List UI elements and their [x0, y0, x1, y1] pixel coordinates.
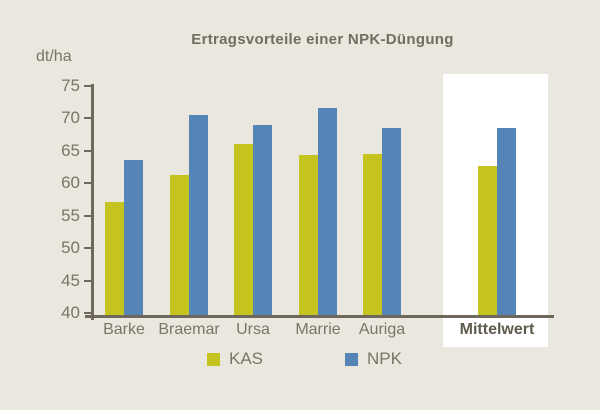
- chart-title: Ertragsvorteile einer NPK-Düngung: [191, 31, 454, 48]
- legend-item-npk: NPK: [345, 349, 402, 369]
- legend-item-kas: KAS: [207, 349, 263, 369]
- bar-npk-marrie: [318, 108, 337, 318]
- x-label-barke: Barke: [103, 321, 145, 338]
- bar-npk-ursa: [253, 125, 272, 318]
- x-label-ursa: Ursa: [236, 321, 270, 338]
- y-tick-45: [84, 279, 91, 282]
- x-label-braemar: Braemar: [158, 321, 220, 338]
- x-label-mittelwert: Mittelwert: [459, 321, 535, 338]
- x-label-marrie: Marrie: [295, 321, 341, 338]
- y-axis-line: [91, 84, 94, 320]
- legend-label-kas: KAS: [229, 349, 264, 368]
- x-label-auriga: Auriga: [358, 321, 406, 338]
- legend-swatch-npk: [345, 352, 358, 366]
- legend-label-npk: NPK: [367, 349, 402, 368]
- bar-kas-mittelwert: [478, 166, 497, 318]
- bar-npk-mittelwert: [497, 128, 516, 318]
- bar-kas-barke: [105, 202, 124, 318]
- bar-npk-barke: [124, 160, 143, 318]
- y-tick-75: [84, 84, 91, 87]
- y-tick-label-40: 40: [61, 303, 80, 322]
- y-tick-50: [84, 247, 91, 249]
- legend-swatch-kas: [207, 352, 220, 366]
- bar-kas-auriga: [363, 154, 382, 318]
- y-tick-70: [84, 117, 91, 119]
- legend: KAS NPK: [0, 349, 600, 369]
- bar-kas-braemar: [170, 175, 189, 318]
- y-tick-55: [84, 214, 91, 217]
- y-tick-60: [84, 182, 91, 184]
- y-tick-label-75: 75: [61, 75, 80, 95]
- bar-kas-marrie: [299, 155, 318, 318]
- y-tick-label-60: 60: [61, 173, 80, 192]
- y-tick-40: [84, 312, 91, 314]
- bar-npk-auriga: [382, 128, 401, 318]
- y-tick-label-55: 55: [61, 205, 80, 225]
- y-tick-label-45: 45: [61, 270, 80, 290]
- x-axis-line: [85, 315, 554, 318]
- bar-kas-ursa: [234, 144, 253, 318]
- y-tick-label-50: 50: [61, 238, 80, 257]
- y-tick-65: [84, 149, 91, 152]
- y-tick-label-65: 65: [61, 140, 80, 160]
- bar-npk-braemar: [189, 115, 208, 318]
- y-axis-unit-label: dt/ha: [36, 48, 72, 65]
- y-tick-label-70: 70: [61, 108, 80, 127]
